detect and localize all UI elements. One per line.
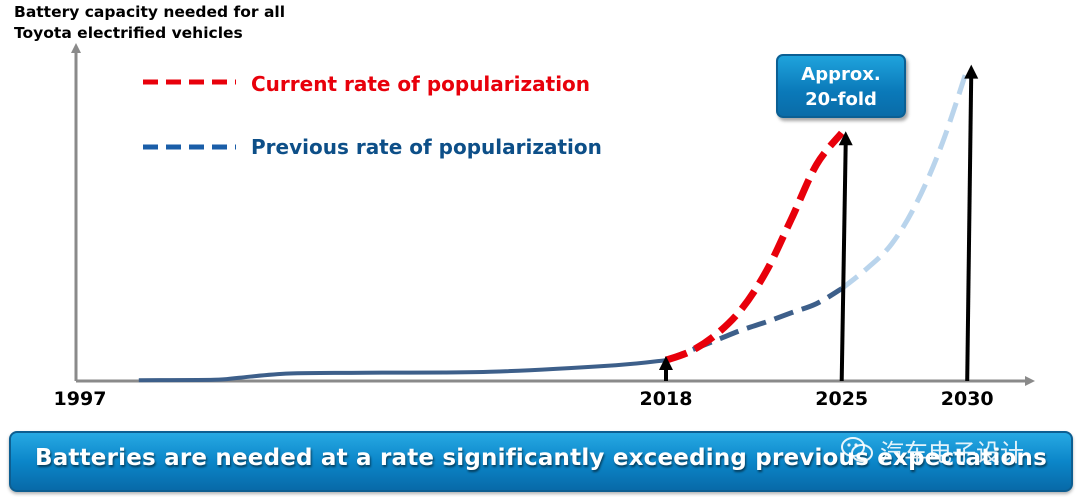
conclusion-banner: Batteries are needed at a rate significa… <box>9 431 1073 492</box>
fold-callout-line1: Approx. <box>801 64 881 85</box>
chart: 1997 2018 2025 2030 Current rate of popular… <box>54 43 1035 410</box>
marker-head-2030 <box>964 64 979 79</box>
marker-layer <box>658 64 979 382</box>
series-layer <box>138 68 970 383</box>
x-tick-label-1997: 1997 <box>54 388 107 410</box>
banner-text: Batteries are needed at a rate significa… <box>34 445 1048 471</box>
fold-callout-line2: 20-fold <box>805 89 877 110</box>
marker-head-2025 <box>838 131 853 146</box>
tick-layer: 1997 2018 2025 2030 <box>54 388 994 410</box>
legend-label-previous: Previous rate of popularization <box>251 135 602 159</box>
series-line-current-rate-of-popularization <box>664 130 845 364</box>
x-tick-label-2025: 2025 <box>815 388 868 410</box>
y-axis-label: Battery capacity needed for all Toyota e… <box>14 3 286 42</box>
marker-arrow-2018 <box>658 356 673 381</box>
marker-shaft-2025 <box>839 143 848 382</box>
watermark: 汽车电子设计 <box>840 432 1024 468</box>
series-line-historical <box>138 358 667 383</box>
marker-head-2018 <box>658 356 673 371</box>
wechat-icon <box>841 437 873 462</box>
watermark-text: 汽车电子设计 <box>880 438 1024 467</box>
fold-callout: Approx. 20-fold <box>776 54 906 118</box>
x-tick-label-2030: 2030 <box>941 388 994 410</box>
x-tick-label-2018: 2018 <box>640 388 693 410</box>
series-line-previous-rate-of-popularization <box>665 286 844 363</box>
marker-shaft-2030 <box>965 76 974 382</box>
axes <box>71 43 1035 386</box>
series-line-previous-rate-projection-to-2030 <box>840 68 970 291</box>
marker-arrow-2030 <box>964 64 979 382</box>
legend: Current rate of popularization Previous … <box>143 72 602 159</box>
marker-arrow-2025 <box>838 131 853 382</box>
legend-label-current: Current rate of popularization <box>251 72 590 96</box>
